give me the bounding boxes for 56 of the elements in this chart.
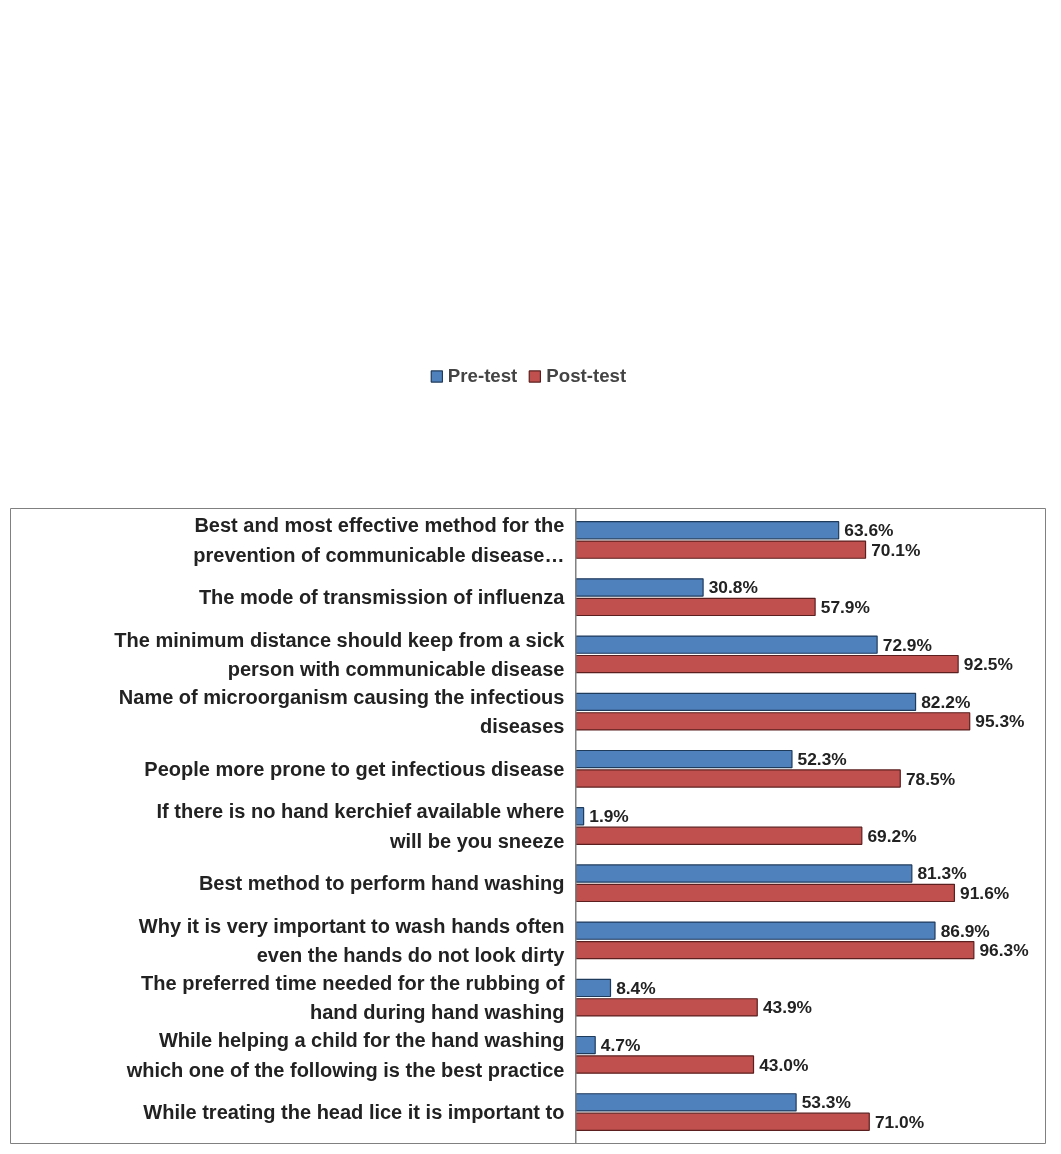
y-tick-label: The minimum distance should keep from a sick person with communicable disease	[114, 628, 566, 681]
bar	[575, 998, 758, 1017]
bar	[575, 692, 917, 712]
bar	[575, 1112, 870, 1131]
y-tick-label: While helping a child for the hand washing which one of the following is the best practice	[125, 1028, 565, 1081]
data-label: 63.6%	[844, 520, 894, 541]
bar	[575, 540, 867, 559]
y-tick-label: People more prone to get infectious disease	[144, 757, 565, 780]
bar	[575, 635, 878, 654]
y-tick-label: Best and most effective method for the prevention of communicable disease…	[193, 514, 565, 566]
data-label: 53.3%	[801, 1092, 851, 1113]
data-label: 92.5%	[963, 654, 1013, 675]
data-label: 4.7%	[600, 1035, 641, 1056]
data-label: 82.2%	[921, 691, 971, 712]
y-tick-label: While treating the head lice it is important to	[143, 1101, 565, 1124]
bar	[575, 1055, 755, 1074]
bar	[575, 521, 840, 540]
bar	[575, 712, 971, 731]
bar	[575, 1093, 797, 1112]
data-label: 43.0%	[759, 1054, 809, 1075]
data-label: 8.4%	[616, 977, 656, 998]
y-tick-label: Why it is very important to wash hands often even the hands do not look dirty	[138, 914, 566, 967]
data-label: 95.3%	[975, 711, 1025, 732]
bar	[575, 978, 612, 998]
bar	[575, 597, 816, 617]
data-label: 1.9%	[589, 806, 629, 827]
y-tick-label: The mode of transmission of influenza	[198, 586, 566, 609]
bar	[575, 826, 863, 845]
data-label: 72.9%	[882, 634, 932, 655]
bar	[575, 578, 704, 597]
data-label: 78.5%	[905, 768, 956, 789]
legend-label: Post-test	[546, 364, 627, 387]
y-tick-label: Best method to perform hand washing	[198, 872, 565, 895]
bar	[575, 864, 913, 883]
bar	[575, 749, 793, 769]
legend-label: Pre-test	[447, 364, 518, 387]
data-label: 81.3%	[917, 863, 967, 884]
bar	[575, 654, 959, 674]
data-label: 91.6%	[960, 882, 1010, 903]
y-tick-label: If there is no hand kerchief available where will be you sneeze	[156, 800, 565, 852]
data-label: 70.1%	[871, 539, 921, 560]
data-label: 69.2%	[867, 825, 917, 846]
data-label: 71.0%	[874, 1111, 925, 1132]
bar	[575, 921, 936, 940]
y-tick-label: The preferred time needed for the rubbing of hand during hand washing	[141, 971, 565, 1024]
data-label: 43.9%	[762, 997, 813, 1018]
data-label: 86.9%	[940, 920, 990, 941]
bar	[575, 769, 901, 788]
bar	[575, 883, 956, 903]
bar	[575, 1035, 596, 1055]
data-label: 57.9%	[820, 596, 870, 617]
bar	[575, 940, 975, 960]
data-label: 96.3%	[979, 940, 1029, 961]
data-label: 52.3%	[797, 749, 847, 770]
data-label: 30.8%	[708, 577, 758, 598]
y-tick-label: Name of microorganism causing the infectious diseases	[118, 685, 565, 738]
